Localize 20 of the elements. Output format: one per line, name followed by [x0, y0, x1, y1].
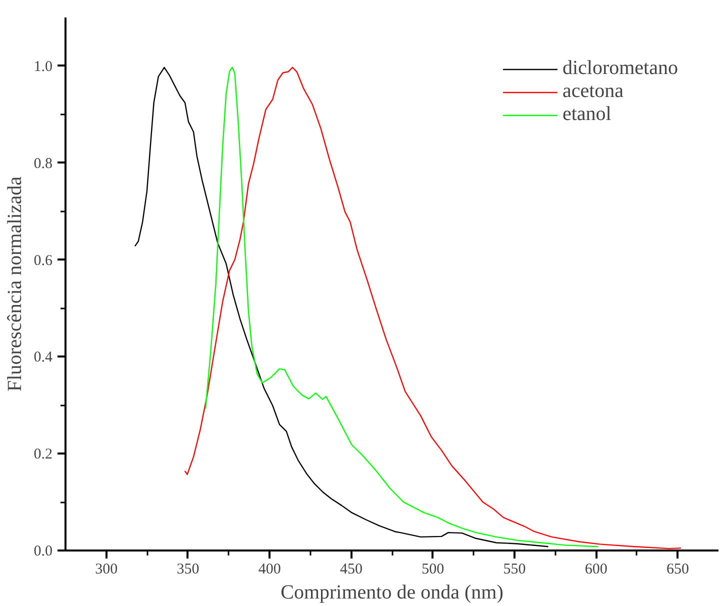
y-axis-title: Fluorescência normalizada [4, 176, 26, 392]
x-tick-label: 450 [340, 562, 362, 578]
line-series [134, 66, 549, 548]
y-tick-label: 0.6 [34, 252, 53, 269]
x-tick-label: 300 [95, 562, 118, 578]
x-tick-label: 400 [258, 562, 281, 578]
y-tick-label: 0.0 [34, 544, 52, 560]
x-tick-label: 350 [176, 562, 200, 578]
y-tick-label: 0.4 [34, 350, 53, 366]
legend-label: etanol [562, 103, 612, 126]
legend-label: diclorometano [562, 57, 678, 80]
x-tick-label: 600 [584, 562, 608, 578]
x-axis-title: Comprimento de onda (nm) [280, 582, 504, 604]
y-tick-label: 0.2 [34, 446, 52, 463]
x-tick-label: 500 [422, 562, 444, 578]
y-tick-label: 1.0 [34, 58, 52, 75]
x-tick-label: 650 [666, 562, 689, 578]
legend-label: acetona [562, 80, 624, 103]
x-tick-label: 550 [503, 562, 526, 578]
y-tick-label: 0.8 [34, 156, 52, 172]
